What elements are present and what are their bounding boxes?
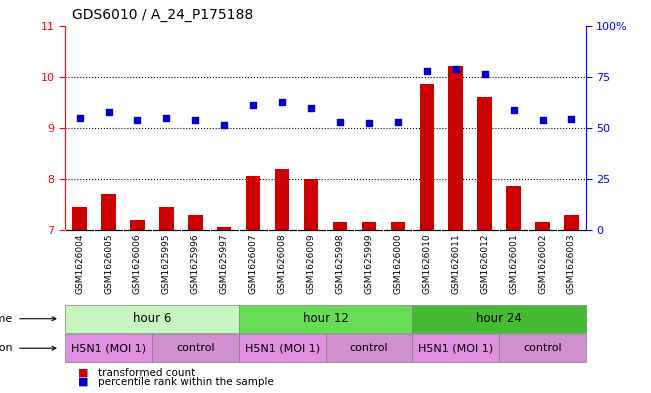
Bar: [477, 97, 492, 230]
Point: [277, 99, 287, 105]
Text: GSM1626007: GSM1626007: [249, 233, 258, 294]
Point: [132, 117, 143, 123]
Text: GSM1626003: GSM1626003: [567, 233, 576, 294]
Text: GSM1626000: GSM1626000: [393, 233, 402, 294]
Point: [219, 122, 229, 128]
Bar: [535, 222, 549, 230]
Bar: [159, 207, 174, 230]
Text: ■: ■: [78, 368, 89, 378]
Bar: [188, 215, 202, 230]
Bar: [419, 84, 434, 230]
Point: [537, 117, 547, 123]
Text: hour 12: hour 12: [303, 312, 348, 325]
Text: infection: infection: [0, 343, 13, 353]
Text: hour 24: hour 24: [476, 312, 522, 325]
Point: [393, 118, 403, 125]
Text: H5N1 (MOI 1): H5N1 (MOI 1): [71, 343, 146, 353]
Text: control: control: [176, 343, 215, 353]
Point: [566, 116, 577, 122]
Bar: [275, 169, 289, 230]
Text: hour 6: hour 6: [133, 312, 171, 325]
Text: GSM1625997: GSM1625997: [220, 233, 229, 294]
Point: [479, 71, 490, 77]
Text: GSM1626002: GSM1626002: [538, 233, 547, 294]
Point: [364, 119, 374, 126]
Bar: [130, 220, 145, 230]
Bar: [362, 222, 376, 230]
Point: [74, 114, 85, 121]
Bar: [333, 222, 347, 230]
Text: control: control: [523, 343, 562, 353]
Bar: [506, 186, 521, 230]
Bar: [449, 66, 463, 230]
Text: ■: ■: [78, 377, 89, 387]
Text: control: control: [350, 343, 388, 353]
Point: [161, 114, 172, 121]
Text: GSM1626005: GSM1626005: [104, 233, 113, 294]
Point: [422, 67, 432, 73]
Text: GDS6010 / A_24_P175188: GDS6010 / A_24_P175188: [72, 7, 253, 22]
Text: GSM1625998: GSM1625998: [335, 233, 344, 294]
Text: time: time: [0, 314, 13, 324]
Point: [450, 66, 461, 72]
Point: [248, 101, 258, 108]
Bar: [217, 227, 232, 230]
Bar: [102, 194, 116, 230]
Text: GSM1626010: GSM1626010: [422, 233, 431, 294]
Point: [104, 109, 114, 116]
Text: GSM1626012: GSM1626012: [480, 233, 489, 294]
Text: GSM1626006: GSM1626006: [133, 233, 142, 294]
Bar: [391, 222, 405, 230]
Bar: [564, 215, 579, 230]
Point: [335, 118, 345, 125]
Text: GSM1626001: GSM1626001: [509, 233, 518, 294]
Text: GSM1625999: GSM1625999: [365, 233, 374, 294]
Text: GSM1626004: GSM1626004: [75, 233, 84, 294]
Text: GSM1625995: GSM1625995: [162, 233, 171, 294]
Text: percentile rank within the sample: percentile rank within the sample: [98, 377, 273, 387]
Point: [306, 105, 316, 112]
Text: GSM1625996: GSM1625996: [191, 233, 200, 294]
Text: H5N1 (MOI 1): H5N1 (MOI 1): [418, 343, 493, 353]
Text: transformed count: transformed count: [98, 368, 195, 378]
Text: GSM1626009: GSM1626009: [307, 233, 316, 294]
Text: H5N1 (MOI 1): H5N1 (MOI 1): [245, 343, 320, 353]
Point: [190, 117, 201, 123]
Bar: [72, 207, 87, 230]
Text: GSM1626011: GSM1626011: [451, 233, 460, 294]
Bar: [304, 179, 318, 230]
Bar: [246, 176, 260, 230]
Text: GSM1626008: GSM1626008: [277, 233, 286, 294]
Point: [508, 107, 519, 113]
